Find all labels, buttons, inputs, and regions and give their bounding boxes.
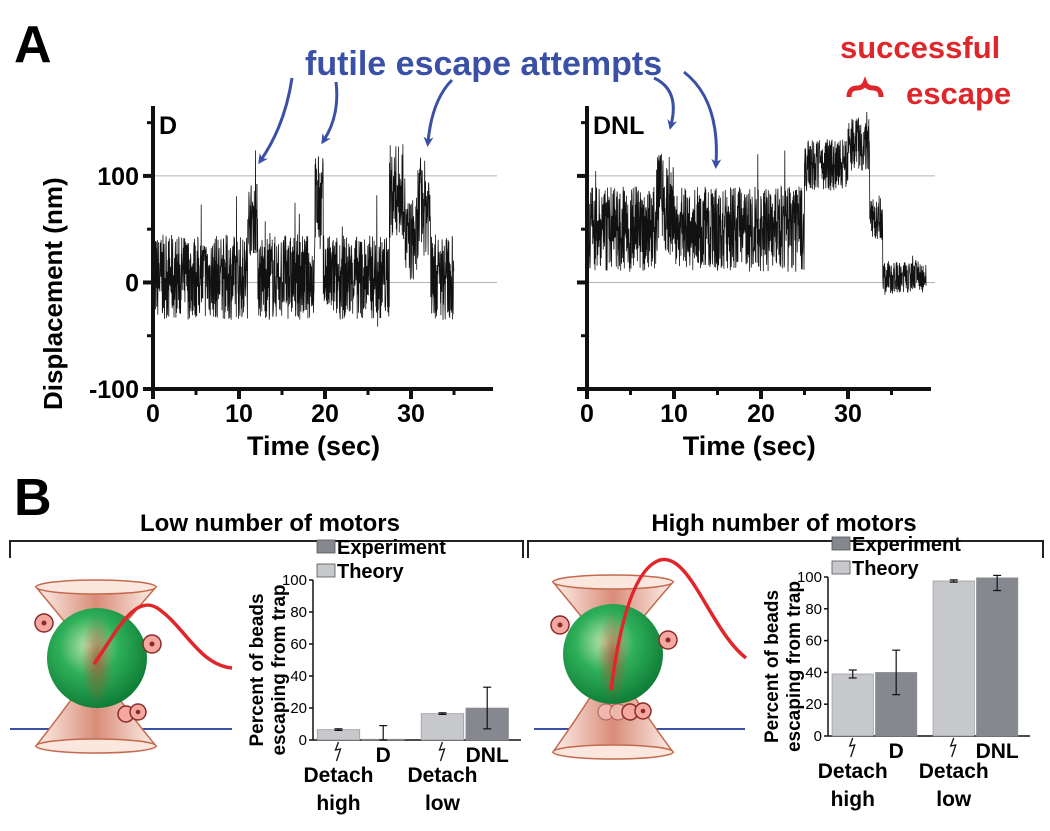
bar-y-axis-label: escaping from trap bbox=[784, 581, 805, 752]
bar-label: DNL bbox=[466, 744, 509, 767]
displacement-trace bbox=[152, 144, 455, 327]
bar-y-tick-label: 20 bbox=[290, 700, 307, 717]
bar-label: DNL bbox=[976, 740, 1019, 763]
bar-y-tick-label: 100 bbox=[282, 572, 307, 589]
bar-label: Detach bbox=[407, 764, 477, 787]
x-tick-label: 10 bbox=[225, 400, 253, 428]
bar-y-tick-label: 60 bbox=[805, 633, 822, 650]
bead-tether bbox=[609, 557, 748, 691]
futile-arrows bbox=[258, 70, 722, 169]
trace-chart-dnl: 0 10 20 30 Time (sec) DNL bbox=[577, 106, 935, 461]
bar-y-tick-label: 60 bbox=[290, 636, 307, 653]
arrow-icon bbox=[423, 78, 454, 147]
bar-y-tick-label: 80 bbox=[805, 601, 822, 618]
bar bbox=[831, 673, 874, 737]
bar-y-tick-label: 20 bbox=[805, 696, 822, 713]
displacement-trace bbox=[586, 111, 927, 295]
arrow-icon bbox=[258, 77, 294, 165]
y-tick-label: -100 bbox=[89, 376, 139, 404]
bar-label: D bbox=[376, 744, 391, 767]
bar-y-tick-label: 80 bbox=[290, 604, 307, 621]
x-axis-label: Time (sec) bbox=[247, 431, 380, 461]
legend-swatch bbox=[831, 536, 851, 551]
pointer-icon bbox=[949, 737, 957, 758]
legend-swatch bbox=[316, 539, 336, 554]
trap-beam-bottom bbox=[35, 738, 157, 754]
trace-panel-title: DNL bbox=[593, 112, 644, 140]
trap-beam-top bbox=[552, 574, 674, 590]
legend-label: Theory bbox=[337, 561, 405, 583]
bar-label: Detach bbox=[303, 764, 373, 787]
pointer-icon bbox=[334, 741, 342, 762]
bar-chart-low: Percent of beads escaping from trap 0 20 40 6… bbox=[247, 537, 521, 815]
trace-panel-title: D bbox=[159, 112, 177, 140]
bar-y-tick-label: 0 bbox=[814, 728, 822, 745]
success-brace-icon bbox=[846, 76, 884, 98]
success-annotation-line2: escape bbox=[906, 76, 1011, 111]
bar-label: Detach bbox=[919, 760, 989, 783]
trap-beam-bottom bbox=[552, 744, 674, 760]
success-annotation-line1: successful bbox=[840, 30, 1000, 65]
bar-label: D bbox=[889, 740, 904, 763]
panel-b-label: B bbox=[14, 469, 52, 527]
bar-y-tick-label: 40 bbox=[805, 664, 822, 681]
x-tick-label: 20 bbox=[747, 400, 775, 428]
arrow-icon bbox=[321, 81, 339, 145]
x-tick-label: 30 bbox=[397, 400, 425, 428]
legend-swatch bbox=[316, 563, 336, 578]
bar bbox=[420, 713, 465, 741]
bar-y-axis-label: Percent of beads bbox=[762, 590, 783, 743]
legend-label: Theory bbox=[852, 558, 920, 580]
low-motors-header: Low number of motors bbox=[140, 510, 400, 537]
x-tick-label: 0 bbox=[580, 400, 594, 428]
high-motors-header: High number of motors bbox=[651, 510, 916, 537]
x-axis-label: Time (sec) bbox=[683, 431, 816, 461]
trap-illustration-high bbox=[534, 557, 748, 760]
x-tick-label: 20 bbox=[311, 400, 339, 428]
bar-y-tick-label: 100 bbox=[797, 569, 822, 586]
trap-beam-top bbox=[35, 579, 157, 595]
legend-swatch bbox=[831, 560, 851, 575]
bar-y-axis-label: escaping from trap bbox=[269, 584, 290, 755]
bar-y-axis-label: Percent of beads bbox=[247, 593, 268, 746]
bar-label: Detach bbox=[818, 760, 888, 783]
bar-y-tick-label: 40 bbox=[290, 668, 307, 685]
bead-tether bbox=[92, 603, 233, 670]
bar-label: low bbox=[425, 792, 461, 815]
trap-illustration-low bbox=[10, 579, 233, 754]
y-tick-label: 100 bbox=[97, 163, 139, 191]
bar-y-tick-label: 0 bbox=[299, 732, 307, 749]
bar bbox=[316, 729, 361, 741]
arrow-icon bbox=[683, 70, 722, 169]
pointer-icon bbox=[438, 741, 446, 762]
x-tick-label: 30 bbox=[834, 400, 862, 428]
x-tick-label: 10 bbox=[660, 400, 688, 428]
high-bracket bbox=[527, 540, 1044, 558]
arrow-icon bbox=[653, 76, 678, 130]
x-tick-label: 0 bbox=[146, 400, 160, 428]
bar-label: high bbox=[316, 792, 360, 815]
y-tick-label: 0 bbox=[125, 269, 139, 297]
y-axis-label-displacement: Displacement (nm) bbox=[38, 177, 68, 410]
futile-annotation: futile escape attempts bbox=[305, 45, 662, 83]
pointer-icon bbox=[848, 737, 856, 758]
low-bracket bbox=[9, 540, 524, 558]
bar-label: high bbox=[831, 788, 875, 811]
bar bbox=[976, 577, 1019, 737]
bar bbox=[932, 580, 975, 737]
panel-a-label: A bbox=[14, 16, 52, 74]
legend-label: Experiment bbox=[852, 534, 961, 556]
bar-chart-high: Percent of beads escaping from trap 0 20 40 6… bbox=[762, 534, 1030, 811]
bar-label: low bbox=[936, 788, 972, 811]
legend-label: Experiment bbox=[337, 537, 446, 559]
